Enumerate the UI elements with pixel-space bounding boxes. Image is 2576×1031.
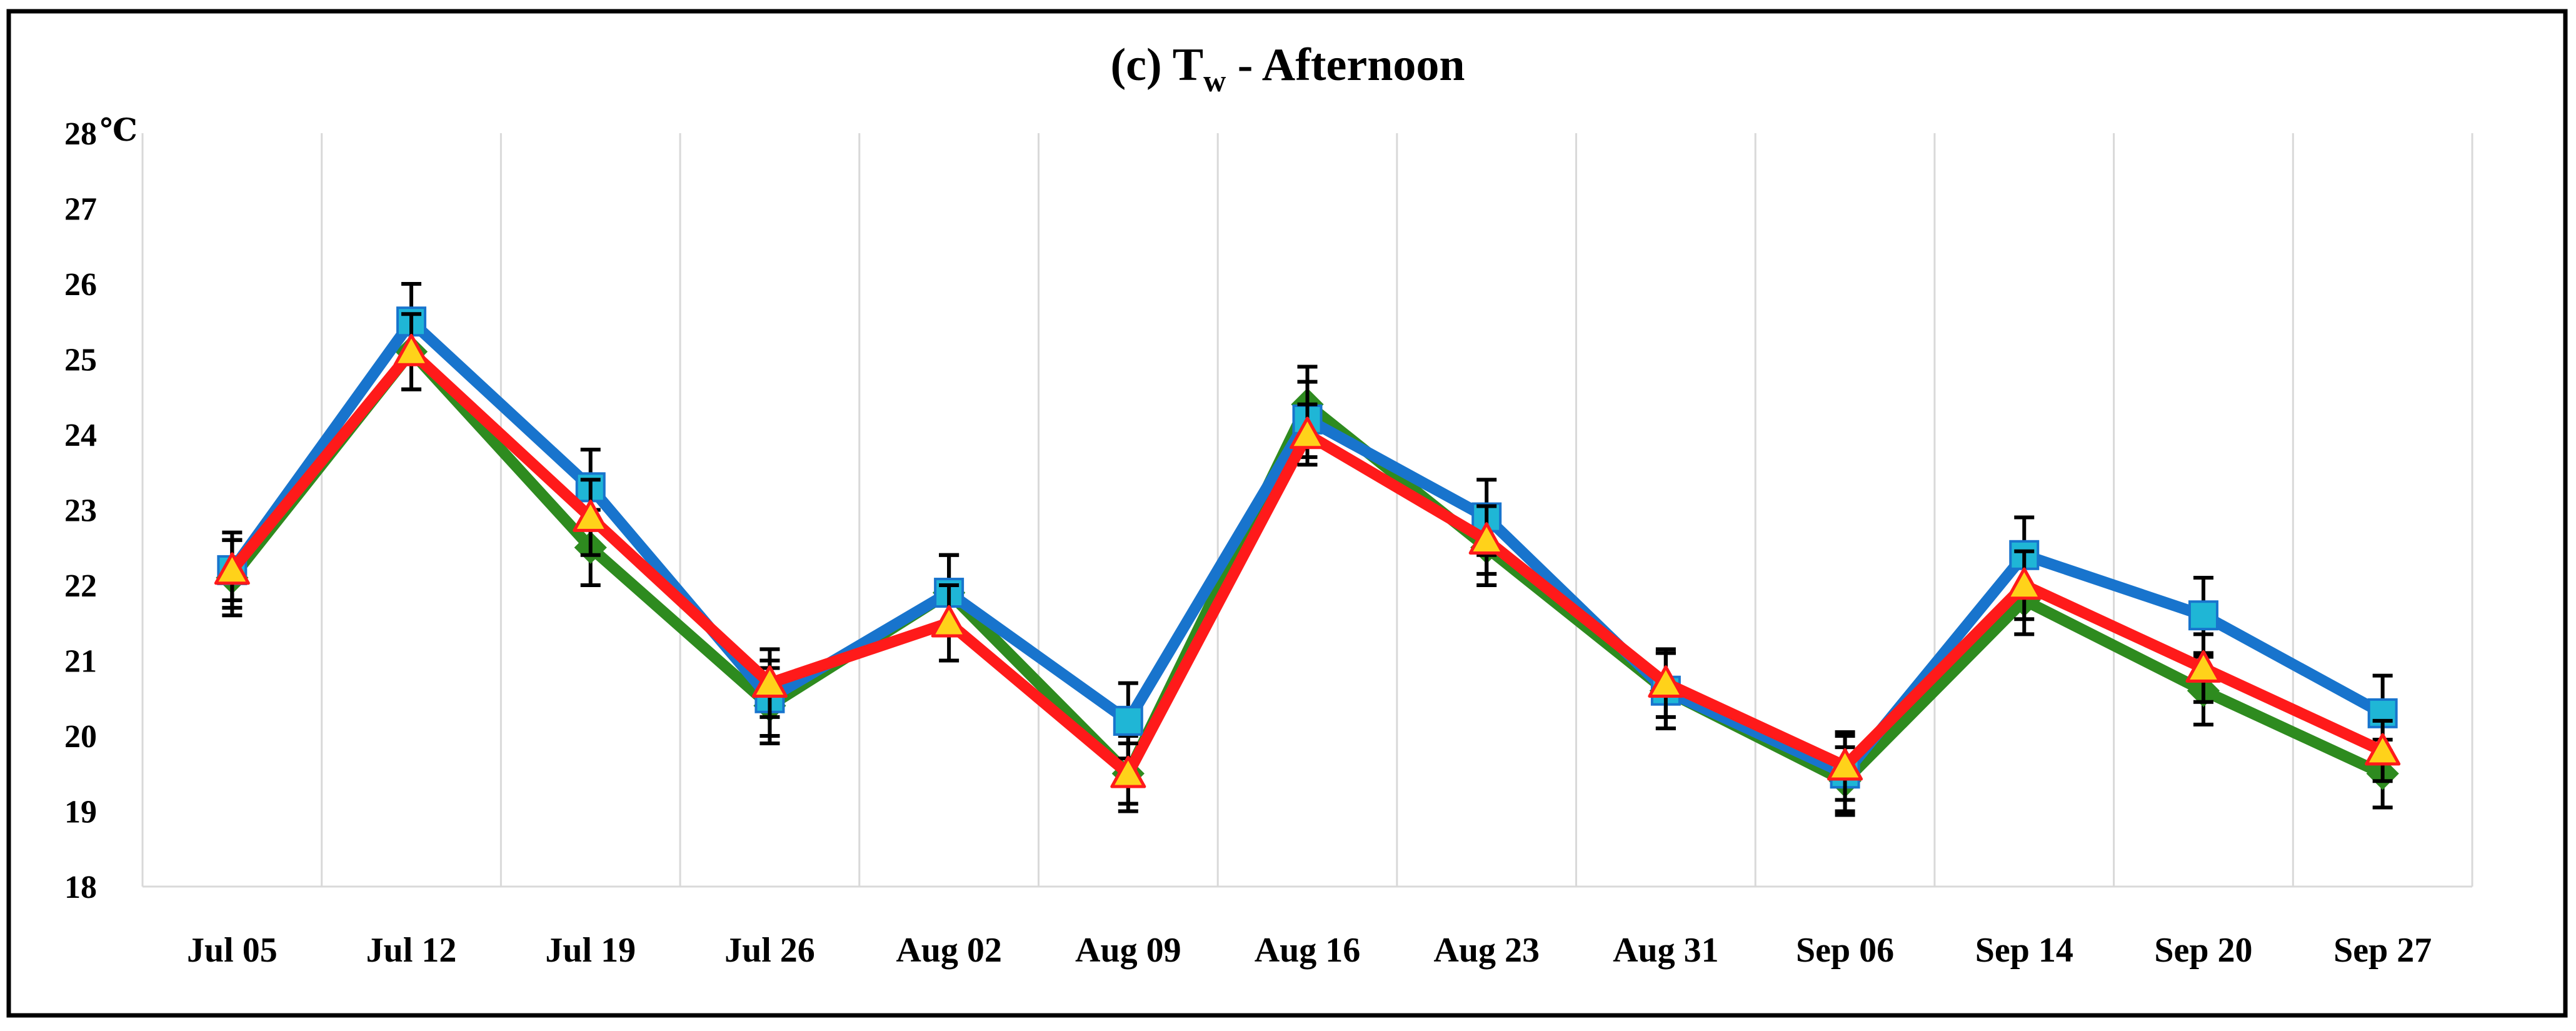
data-point-triangle bbox=[2006, 567, 2042, 600]
x-tick-label: Aug 09 bbox=[1075, 931, 1181, 970]
y-tick-label: 25 bbox=[64, 343, 97, 378]
chart-title: (c) Tw - Afternoon bbox=[1110, 39, 1465, 98]
y-tick-label: 18 bbox=[64, 870, 97, 905]
y-axis-unit: ℃ bbox=[100, 113, 138, 148]
data-point-triangle bbox=[1290, 416, 1325, 450]
data-point-triangle bbox=[1827, 748, 1863, 781]
x-tick-label: Sep 20 bbox=[2154, 931, 2252, 970]
y-tick-label: 20 bbox=[64, 719, 97, 755]
x-tick-label: Jul 19 bbox=[545, 931, 636, 970]
axes: 18 19 20 21 22 23 24 25 26 27 28 Jul 05 Jul 12 Jul 19… bbox=[64, 116, 2472, 970]
chart-title-subscript: w bbox=[1203, 63, 1226, 98]
y-tick-label: 28 bbox=[64, 116, 97, 152]
y-tick-label: 27 bbox=[64, 192, 97, 228]
y-tick-label: 21 bbox=[64, 644, 97, 680]
y-tick-label: 23 bbox=[64, 493, 97, 529]
x-tick-label: Jul 05 bbox=[187, 931, 278, 970]
data-point-triangle bbox=[573, 500, 609, 532]
figure-border bbox=[6, 9, 2568, 1018]
x-tick-label: Jul 26 bbox=[724, 931, 815, 970]
data-point-triangle bbox=[931, 605, 967, 638]
y-tick-label: 24 bbox=[64, 418, 97, 453]
data-point-triangle bbox=[2185, 650, 2222, 683]
x-tick-label: Aug 16 bbox=[1255, 931, 1361, 970]
data-point-triangle bbox=[751, 665, 788, 698]
data-point-square bbox=[2188, 600, 2218, 631]
x-tick-label: Sep 27 bbox=[2333, 931, 2432, 970]
series-3 bbox=[214, 312, 2401, 806]
x-tick-label: Jul 12 bbox=[366, 931, 457, 970]
data-point-triangle bbox=[393, 333, 429, 366]
data-point-square bbox=[1113, 705, 1143, 736]
data-point-triangle bbox=[1468, 522, 1505, 555]
series-group bbox=[214, 282, 2401, 817]
y-tick-label: 19 bbox=[64, 795, 97, 830]
x-tick-label: Sep 06 bbox=[1796, 931, 1894, 970]
x-tick-label: Aug 02 bbox=[896, 931, 1002, 970]
data-point-triangle bbox=[214, 552, 250, 585]
y-tick-label: 22 bbox=[64, 568, 97, 604]
x-tick-label: Aug 31 bbox=[1613, 931, 1719, 970]
x-tick-label: Aug 23 bbox=[1433, 931, 1540, 970]
data-point-triangle bbox=[1648, 665, 1684, 698]
grid-lines bbox=[321, 133, 2473, 887]
y-tick-label: 26 bbox=[64, 267, 97, 303]
x-tick-label: Sep 14 bbox=[1975, 931, 2073, 970]
data-point-triangle bbox=[1110, 755, 1146, 788]
data-point-triangle bbox=[2365, 733, 2401, 766]
